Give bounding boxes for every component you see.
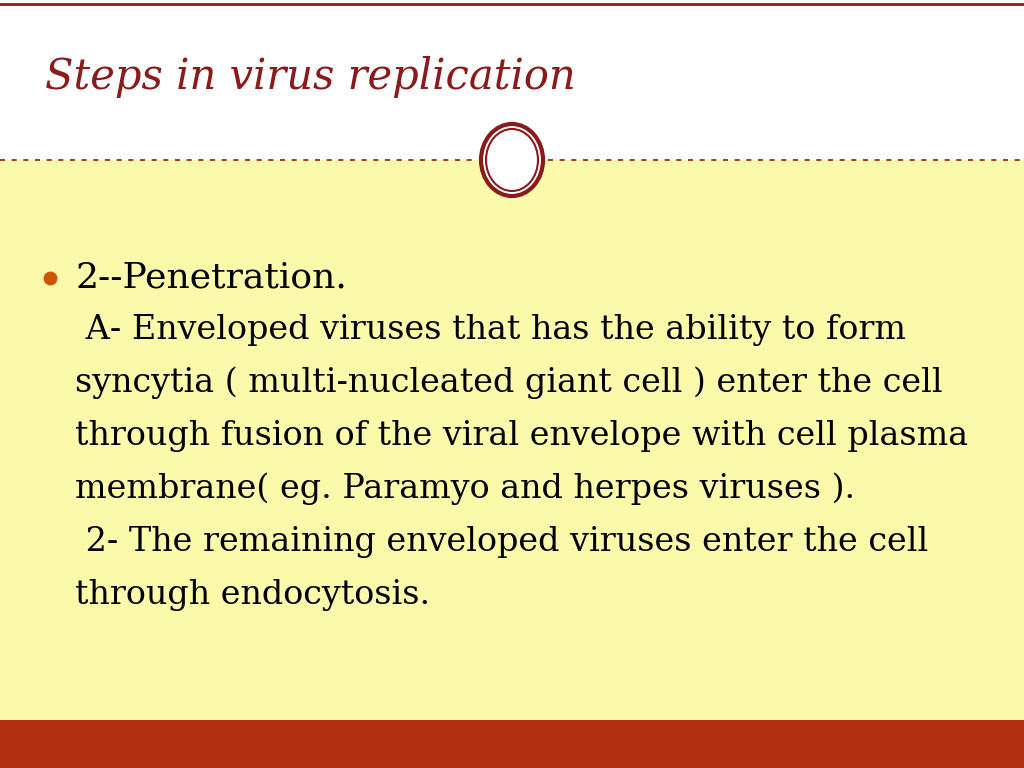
Text: 2--Penetration.: 2--Penetration. (75, 261, 347, 295)
Ellipse shape (480, 123, 544, 197)
Bar (0, 720, 1024, 768)
Text: through fusion of the viral envelope with cell plasma: through fusion of the viral envelope wit… (75, 420, 968, 452)
Text: Steps in virus replication: Steps in virus replication (45, 56, 575, 98)
Text: 2- The remaining enveloped viruses enter the cell: 2- The remaining enveloped viruses enter… (75, 526, 928, 558)
Bar (0, 0, 1024, 160)
Text: through endocytosis.: through endocytosis. (75, 579, 430, 611)
Bar (0, 160, 1024, 720)
Text: syncytia ( multi-nucleated giant cell ) enter the cell: syncytia ( multi-nucleated giant cell ) … (75, 366, 943, 399)
Text: A- Enveloped viruses that has the ability to form: A- Enveloped viruses that has the abilit… (75, 314, 906, 346)
Text: membrane( eg. Paramyo and herpes viruses ).: membrane( eg. Paramyo and herpes viruses… (75, 472, 855, 505)
